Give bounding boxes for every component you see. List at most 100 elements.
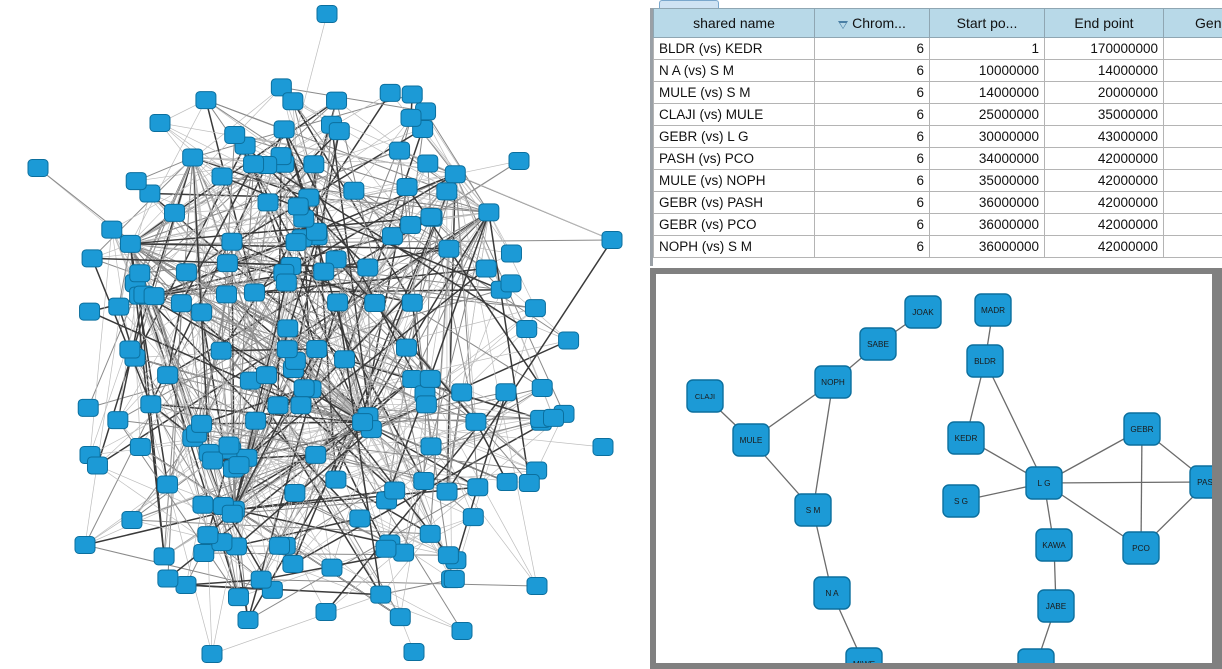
table-body[interactable]: BLDR (vs) KEDR61170000000192.0N A (vs) S…: [653, 37, 1222, 258]
node-shape[interactable]: [1123, 412, 1161, 446]
main-network-edge[interactable]: [454, 174, 479, 488]
main-network-edge[interactable]: [130, 191, 447, 245]
main-network-node[interactable]: [379, 83, 401, 102]
main-network-node[interactable]: [306, 340, 328, 359]
table-row[interactable]: NOPH (vs) S M636000000420000009.9: [653, 235, 1222, 258]
main-network-edge[interactable]: [150, 403, 237, 547]
main-network-edge[interactable]: [236, 348, 288, 547]
main-network-node[interactable]: [197, 526, 219, 545]
main-network-edge[interactable]: [186, 271, 363, 423]
main-network-edge[interactable]: [283, 272, 296, 493]
main-network-node[interactable]: [164, 203, 186, 222]
main-network-edge[interactable]: [277, 405, 382, 595]
main-network-node[interactable]: [444, 165, 466, 184]
sub-network-node[interactable]: KAWA: [1035, 528, 1073, 562]
main-network-node[interactable]: [192, 495, 214, 514]
main-network-edge[interactable]: [192, 157, 288, 350]
main-network-node[interactable]: [402, 369, 424, 388]
cell-genetic[interactable]: 8.9: [1163, 191, 1222, 214]
node-shape[interactable]: [814, 365, 852, 399]
main-network-node[interactable]: [107, 411, 129, 430]
main-network-node[interactable]: [191, 303, 213, 322]
sub-network-edge[interactable]: [1043, 481, 1209, 484]
main-network-edge[interactable]: [130, 243, 369, 417]
main-network-edge[interactable]: [139, 295, 286, 547]
cell-start_point[interactable]: 36000000: [929, 191, 1045, 214]
sub-network-node[interactable]: MIWE: [845, 647, 883, 663]
main-network-edge[interactable]: [130, 87, 282, 245]
main-network-node[interactable]: [228, 456, 250, 475]
main-network-edge[interactable]: [295, 211, 490, 362]
main-network-edge[interactable]: [130, 216, 432, 245]
main-network-node[interactable]: [108, 297, 130, 316]
main-network-edge[interactable]: [244, 145, 318, 350]
main-network-edge[interactable]: [253, 163, 411, 226]
main-network-node[interactable]: [451, 622, 473, 640]
main-network-edge[interactable]: [295, 241, 537, 471]
cell-chromosome[interactable]: 6: [814, 213, 930, 236]
main-network-edge[interactable]: [185, 578, 262, 586]
main-network-node[interactable]: [436, 182, 458, 201]
main-network-node[interactable]: [27, 159, 49, 177]
main-network-edge[interactable]: [254, 292, 372, 430]
column-header-start-point[interactable]: Start po...: [929, 8, 1045, 38]
main-network-node[interactable]: [255, 366, 277, 385]
main-network-edge[interactable]: [336, 100, 425, 482]
main-network-edge[interactable]: [461, 289, 502, 393]
main-network-node[interactable]: [516, 320, 538, 339]
main-network-edge[interactable]: [192, 157, 232, 451]
main-network-edge[interactable]: [301, 237, 363, 423]
main-network-edge[interactable]: [140, 446, 401, 618]
main-network-node[interactable]: [403, 643, 425, 661]
table-row[interactable]: MULE (vs) NOPH6350000004200000010.5: [653, 169, 1222, 192]
node-shape[interactable]: [1017, 648, 1055, 663]
main-network-edge[interactable]: [380, 533, 431, 595]
main-network-node[interactable]: [436, 482, 458, 501]
main-network-node[interactable]: [282, 92, 304, 111]
main-network-edge[interactable]: [234, 508, 390, 545]
main-network-node[interactable]: [245, 411, 267, 430]
main-network-node[interactable]: [221, 504, 243, 523]
main-network-edge[interactable]: [185, 584, 381, 596]
main-network-edge[interactable]: [250, 380, 401, 618]
main-network-node[interactable]: [221, 232, 243, 251]
main-network-node[interactable]: [375, 539, 397, 558]
main-network-edge[interactable]: [316, 173, 456, 237]
main-network-node[interactable]: [282, 554, 304, 573]
main-network-edge[interactable]: [425, 111, 490, 213]
main-network-node[interactable]: [478, 203, 500, 222]
main-network-node[interactable]: [364, 294, 386, 313]
main-network-node[interactable]: [420, 207, 442, 226]
cell-shared_name[interactable]: MULE (vs) S M: [653, 81, 815, 104]
main-network-node[interactable]: [543, 408, 565, 427]
main-network-node[interactable]: [290, 396, 312, 415]
main-network-edge[interactable]: [212, 271, 325, 461]
cell-shared_name[interactable]: NOPH (vs) S M: [653, 235, 815, 258]
cell-shared_name[interactable]: PASH (vs) PCO: [653, 147, 815, 170]
main-network-edge[interactable]: [130, 99, 207, 245]
main-network-node[interactable]: [175, 263, 197, 282]
main-network-edge[interactable]: [84, 544, 273, 591]
main-network-node[interactable]: [74, 536, 96, 554]
main-network-node[interactable]: [417, 154, 439, 173]
main-network-node[interactable]: [401, 293, 423, 312]
main-network-edge[interactable]: [212, 460, 239, 598]
main-network-edge[interactable]: [135, 180, 294, 370]
cell-end_point[interactable]: 35000000: [1044, 103, 1164, 126]
cell-end_point[interactable]: 42000000: [1044, 235, 1164, 258]
main-network-node[interactable]: [216, 254, 238, 273]
main-network-edge[interactable]: [308, 173, 456, 198]
main-network-edge[interactable]: [201, 311, 363, 423]
main-network-edge[interactable]: [290, 265, 337, 480]
main-network-node[interactable]: [293, 379, 315, 398]
main-network-edge[interactable]: [134, 100, 337, 284]
table-scroll-area[interactable]: shared name Chrom... Start po... End poi…: [650, 8, 1222, 266]
main-network-edge[interactable]: [267, 202, 364, 423]
cell-genetic[interactable]: 11.4: [1163, 147, 1222, 170]
main-network-edge[interactable]: [232, 499, 387, 515]
main-network-edge[interactable]: [287, 212, 490, 350]
main-network-edge[interactable]: [461, 328, 527, 393]
main-network-node[interactable]: [210, 341, 232, 360]
main-network-edge[interactable]: [300, 404, 427, 406]
main-network-edge[interactable]: [129, 190, 355, 350]
